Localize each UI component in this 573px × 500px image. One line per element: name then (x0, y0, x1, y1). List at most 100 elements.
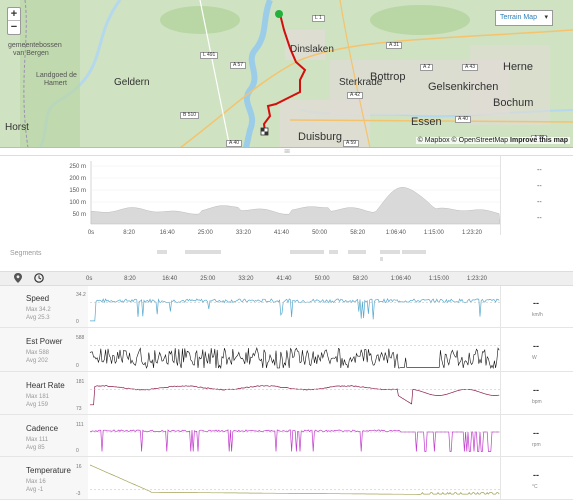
stream-metric-name: Heart Rate (26, 381, 65, 390)
stream-metric-name: Est Power (26, 337, 63, 346)
elevation-chart[interactable]: 250 m 200 m 150 m 100 m 50 m 0s 8:20 16:40 25:00… (0, 155, 573, 240)
stream-metric-name: Cadence (26, 424, 59, 433)
map-place-label: Hamert (44, 80, 67, 87)
elevation-y-tick: 150 m (69, 188, 86, 194)
map-place-label: Sterkrade (339, 77, 383, 88)
elevation-x-tick: 8:20 (123, 230, 135, 236)
elevation-y-tick: 50 m (73, 212, 86, 218)
route-map[interactable]: gemeentebossen van Bergen Landgoed de Hamer… (0, 0, 573, 148)
elevation-y-tick: 100 m (69, 200, 86, 206)
clock-icon[interactable] (32, 273, 45, 285)
streams-label-column (0, 286, 88, 500)
time-axis-tick: 58:20 (352, 276, 368, 282)
stream-row-heart-rate[interactable]: Heart Rate Max 181 Avg 159 -- bpm 181 73 (0, 373, 573, 415)
segment-bar (290, 250, 324, 254)
map-road-shield: A 57 (230, 62, 247, 69)
map-place-label: Horst (5, 122, 29, 133)
stream-row-est-power[interactable]: Est Power Max 588 Avg 202 -- W 588 0 (0, 329, 573, 372)
elevation-y-tick: 250 m (69, 164, 86, 170)
map-place-label: Gelsenkirchen (428, 81, 499, 93)
map-attribution: © Mapbox © OpenStreetMap Improve this ma… (415, 137, 570, 144)
stream-avg-label: Avg 202 (26, 358, 48, 364)
map-type-label: Terrain Map (500, 14, 537, 21)
map-place-label: gemeentebossen (8, 42, 62, 49)
stream-y-max: 16 (76, 464, 82, 470)
stream-unit: °C (532, 484, 538, 490)
map-place-label: Landgoed de (36, 72, 77, 79)
stream-avg-label: Avg 25.3 (26, 315, 50, 321)
elevation-stats: -- -- -- -- (500, 155, 573, 235)
zoom-in-button[interactable]: + (8, 8, 20, 21)
elevation-x-tick: 25:00 (198, 230, 214, 236)
elevation-stat-value: -- (537, 215, 542, 222)
stream-current-value: -- (533, 428, 539, 438)
elevation-x-tick: 1:23:20 (462, 230, 483, 236)
map-road-shield: A 42 (347, 92, 364, 99)
time-axis-tick: 1:15:00 (428, 276, 449, 282)
stream-metric-name: Temperature (26, 466, 71, 475)
zoom-out-button[interactable]: − (10, 21, 18, 33)
stream-line (89, 464, 500, 495)
stream-unit: bpm (532, 399, 542, 405)
segment-bar (380, 250, 400, 254)
zoom-control: + − (7, 7, 21, 35)
stream-unit: rpm (532, 442, 541, 448)
stream-y-min: 0 (76, 363, 79, 369)
time-axis-tick: 16:40 (162, 276, 178, 282)
time-axis-tick: 0s (86, 276, 93, 282)
map-type-select[interactable]: Terrain Map ▾ (495, 10, 553, 26)
stream-unit: W (532, 355, 537, 361)
attribution-text: © Mapbox © OpenStreetMap (417, 137, 509, 144)
map-road-shield: B 510 (180, 112, 200, 119)
stream-row-cadence[interactable]: Cadence Max 111 Avg 85 -- rpm 111 0 (0, 416, 573, 457)
elevation-stat-value: -- (537, 183, 542, 190)
stream-metric-name: Speed (26, 294, 50, 303)
route-line (262, 13, 307, 133)
stream-avg-label: Avg -1 (26, 487, 44, 493)
stream-line (90, 385, 500, 406)
elevation-x-tick: 0s (88, 230, 94, 236)
time-axis-tick: 1:06:40 (390, 276, 411, 282)
time-axis-tick: 41:40 (276, 276, 292, 282)
streams-divider (500, 286, 501, 500)
map-road-shield: A 40 (226, 140, 243, 147)
stream-row-speed[interactable]: Speed Max 34.2 Avg 25.3 -- km/h 34.2 0 (0, 286, 573, 328)
elevation-x-tick: 50:00 (312, 230, 328, 236)
stream-current-value: -- (533, 298, 539, 308)
stream-y-max: 181 (76, 379, 85, 385)
time-axis-tick: 33:20 (238, 276, 254, 282)
map-road-shield: A 2 (420, 64, 434, 71)
map-place-label: Herne (503, 61, 533, 73)
resize-handle-icon[interactable]: ≡≡ (284, 149, 290, 155)
map-place-label: Geldern (114, 77, 150, 88)
elevation-stat-value: -- (537, 167, 542, 174)
elevation-x-tick: 1:06:40 (386, 230, 407, 236)
stream-y-max: 588 (76, 335, 85, 341)
time-axis-tick: 8:20 (124, 276, 136, 282)
segments-label: Segments (10, 250, 42, 257)
stream-unit: km/h (532, 312, 543, 318)
streams-chart[interactable] (0, 286, 573, 500)
chevron-down-icon: ▾ (544, 14, 548, 21)
segments-track[interactable] (0, 246, 573, 264)
stream-max-label: Max 588 (26, 350, 50, 356)
stream-row-temperature[interactable]: Temperature Max 16 Avg -1 -- °C 16 -3 (0, 458, 573, 500)
route-finish-marker (260, 127, 269, 136)
stream-line (89, 346, 500, 370)
map-pin-icon[interactable] (11, 273, 24, 285)
map-road-shield: A 40 (455, 116, 472, 123)
elevation-x-tick: 41:40 (274, 230, 290, 236)
improve-map-link[interactable]: Improve this map (510, 137, 568, 144)
stream-y-min: 73 (76, 406, 82, 412)
segment-bar (380, 257, 383, 261)
map-place-label: Bottrop (370, 71, 406, 83)
segment-bar (348, 250, 366, 254)
stream-y-max: 111 (76, 422, 84, 428)
map-place-label: Duisburg (298, 131, 343, 143)
map-place-label: Bochum (493, 97, 534, 109)
map-road-shield: A 59 (343, 140, 360, 147)
stream-max-label: Max 111 (26, 437, 49, 443)
elevation-profile (90, 187, 501, 225)
elevation-y-tick: 200 m (69, 176, 86, 182)
